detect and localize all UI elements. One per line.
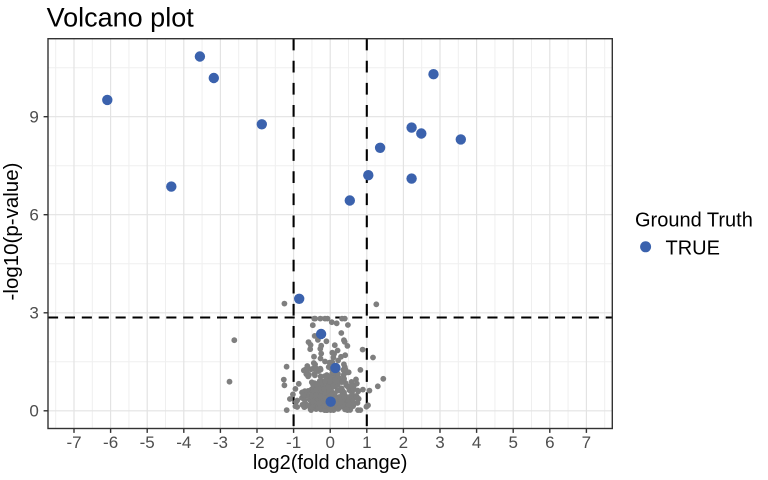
- svg-text:-4: -4: [176, 433, 191, 452]
- svg-text:0: 0: [325, 433, 334, 452]
- svg-text:9: 9: [29, 108, 38, 127]
- svg-text:-6: -6: [103, 433, 118, 452]
- svg-text:TRUE: TRUE: [666, 237, 720, 259]
- svg-text:Ground Truth: Ground Truth: [635, 209, 753, 231]
- svg-text:-1: -1: [286, 433, 301, 452]
- svg-text:7: 7: [582, 433, 591, 452]
- svg-text:6: 6: [545, 433, 554, 452]
- svg-text:6: 6: [29, 206, 38, 225]
- svg-text:2: 2: [399, 433, 408, 452]
- svg-text:-log10(p-value): -log10(p-value): [0, 163, 23, 301]
- svg-text:4: 4: [472, 433, 481, 452]
- svg-text:3: 3: [29, 304, 38, 323]
- svg-text:-7: -7: [66, 433, 81, 452]
- svg-text:0: 0: [29, 402, 38, 421]
- svg-text:1: 1: [362, 433, 371, 452]
- svg-text:-5: -5: [140, 433, 155, 452]
- svg-text:Volcano plot: Volcano plot: [47, 3, 195, 33]
- svg-text:-2: -2: [249, 433, 264, 452]
- svg-text:5: 5: [508, 433, 517, 452]
- svg-text:-3: -3: [213, 433, 228, 452]
- svg-text:3: 3: [435, 433, 444, 452]
- svg-text:log2(fold change): log2(fold change): [253, 452, 408, 474]
